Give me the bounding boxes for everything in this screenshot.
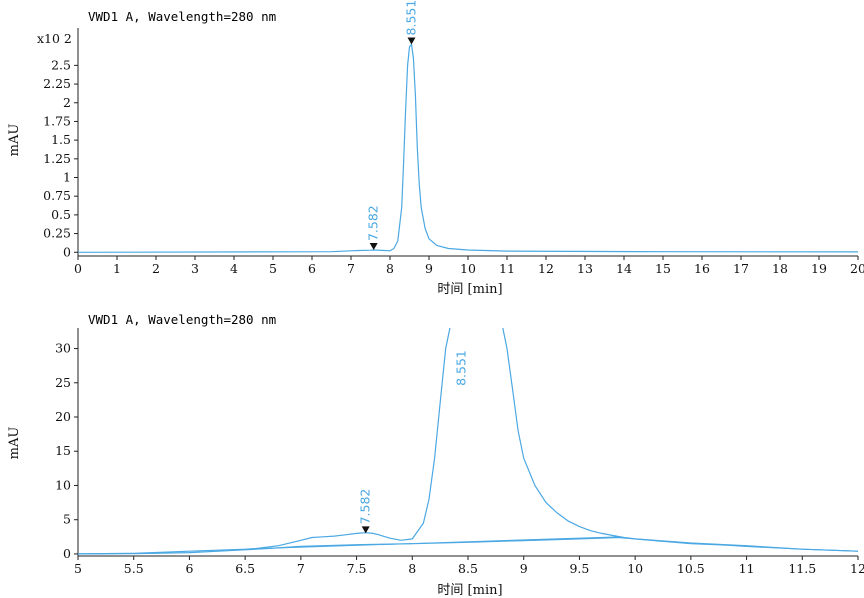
x-tick-label: 9.5 bbox=[569, 561, 589, 576]
x-tick-label: 7.5 bbox=[347, 561, 367, 576]
x-tick-label: 9 bbox=[520, 561, 528, 576]
chart-1-y-axis-title: mAU bbox=[7, 124, 22, 157]
y-tick-label: 15 bbox=[55, 443, 71, 458]
x-tick-label: 7 bbox=[297, 561, 305, 576]
x-tick-label: 16 bbox=[694, 261, 710, 276]
x-tick-label: 18 bbox=[772, 261, 788, 276]
x-tick-label: 8 bbox=[386, 261, 394, 276]
y-tick-label: 1.5 bbox=[51, 132, 71, 147]
peak-marker bbox=[369, 243, 378, 251]
y-tick-label: 0.75 bbox=[43, 188, 71, 203]
series-line bbox=[78, 536, 858, 555]
x-tick-label: 12 bbox=[850, 561, 864, 576]
x-tick-label: 4 bbox=[230, 261, 238, 276]
chart-1-ticks: 0 1 2 3 4 5 6 7 8 9 10 11 12 13 14 15 16 17 18 19 2000.250.5… bbox=[43, 57, 864, 276]
y-tick-label: 20 bbox=[55, 409, 71, 424]
y-tick-label: 0 bbox=[63, 244, 71, 259]
y-tick-label: 2.25 bbox=[43, 76, 71, 91]
x-tick-label: 12 bbox=[538, 261, 554, 276]
x-tick-label: 14 bbox=[616, 261, 632, 276]
x-tick-label: 8.5 bbox=[458, 561, 478, 576]
chart-1: VWD1 A, Wavelength=280 nm mAU x10 2 时间 [… bbox=[7, 0, 864, 297]
series-clip-group bbox=[78, 328, 858, 555]
x-tick-label: 1 bbox=[113, 261, 121, 276]
x-tick-label: 10 bbox=[627, 561, 643, 576]
series-line bbox=[78, 43, 858, 253]
chart-2-series bbox=[78, 328, 858, 555]
x-tick-label: 13 bbox=[577, 261, 593, 276]
x-tick-label: 15 bbox=[655, 261, 671, 276]
chart-2-title: VWD1 A, Wavelength=280 nm bbox=[88, 312, 276, 327]
integration-baseline bbox=[261, 536, 619, 549]
y-tick-label: 1.25 bbox=[43, 151, 71, 166]
x-tick-label: 10 bbox=[460, 261, 476, 276]
chart-2: VWD1 A, Wavelength=280 nm mAU 时间 [min] 5… bbox=[7, 312, 864, 598]
x-tick-label: 11.5 bbox=[788, 561, 816, 576]
y-tick-label: 0.5 bbox=[51, 207, 71, 222]
chart-2-x-axis-title: 时间 [min] bbox=[437, 583, 502, 598]
chart-2-ticks: 5 5.5 6 6.5 7 7.5 8 8.5 9 9.5 10 10.5 11 11.5 12051015… bbox=[55, 341, 864, 576]
y-tick-label: 5 bbox=[63, 512, 71, 527]
peak-label: 8.551 bbox=[454, 350, 469, 386]
y-tick-label: 1.75 bbox=[43, 113, 71, 128]
x-tick-label: 3 bbox=[191, 261, 199, 276]
series-clip-group bbox=[78, 43, 858, 253]
x-tick-label: 5.5 bbox=[124, 561, 144, 576]
y-tick-label: 0.25 bbox=[43, 226, 71, 241]
chart-1-title: VWD1 A, Wavelength=280 nm bbox=[88, 9, 276, 24]
x-tick-label: 11 bbox=[739, 561, 755, 576]
x-tick-label: 17 bbox=[733, 261, 749, 276]
x-tick-label: 6 bbox=[185, 561, 193, 576]
x-tick-label: 10.5 bbox=[677, 561, 705, 576]
chart-2-peaks: 7.582 8.551 bbox=[358, 350, 469, 534]
y-tick-label: 2.5 bbox=[51, 57, 71, 72]
x-tick-label: 2 bbox=[152, 261, 160, 276]
x-tick-label: 6.5 bbox=[235, 561, 255, 576]
y-tick-label: 1 bbox=[63, 170, 71, 185]
x-tick-label: 19 bbox=[811, 261, 827, 276]
chart-1-series bbox=[78, 43, 858, 253]
chart-1-y-multiplier: x10 2 bbox=[37, 31, 72, 46]
x-tick-label: 9 bbox=[425, 261, 433, 276]
y-tick-label: 25 bbox=[55, 375, 71, 390]
x-tick-label: 5 bbox=[74, 561, 82, 576]
chart-1-x-axis-title: 时间 [min] bbox=[437, 282, 502, 297]
chart-1-axes bbox=[77, 28, 858, 257]
peak-label: 7.582 bbox=[358, 489, 373, 525]
x-tick-label: 11 bbox=[499, 261, 515, 276]
x-tick-label: 7 bbox=[347, 261, 355, 276]
peak-label: 8.551 bbox=[403, 0, 418, 35]
x-tick-label: 5 bbox=[269, 261, 277, 276]
y-tick-label: 2 bbox=[63, 95, 71, 110]
x-tick-label: 8 bbox=[408, 561, 416, 576]
x-tick-label: 6 bbox=[308, 261, 316, 276]
y-tick-label: 0 bbox=[63, 546, 71, 561]
chart-1-peaks: 7.582 8.551 bbox=[366, 0, 418, 251]
peak-marker bbox=[361, 526, 370, 534]
y-tick-label: 10 bbox=[55, 477, 71, 492]
y-tick-label: 30 bbox=[55, 341, 71, 356]
series-line bbox=[78, 328, 858, 555]
x-tick-label: 0 bbox=[74, 261, 82, 276]
x-tick-label: 20 bbox=[850, 261, 864, 276]
chart-2-y-axis-title: mAU bbox=[7, 427, 22, 460]
peak-label: 7.582 bbox=[366, 205, 381, 241]
peak-marker bbox=[407, 37, 416, 45]
